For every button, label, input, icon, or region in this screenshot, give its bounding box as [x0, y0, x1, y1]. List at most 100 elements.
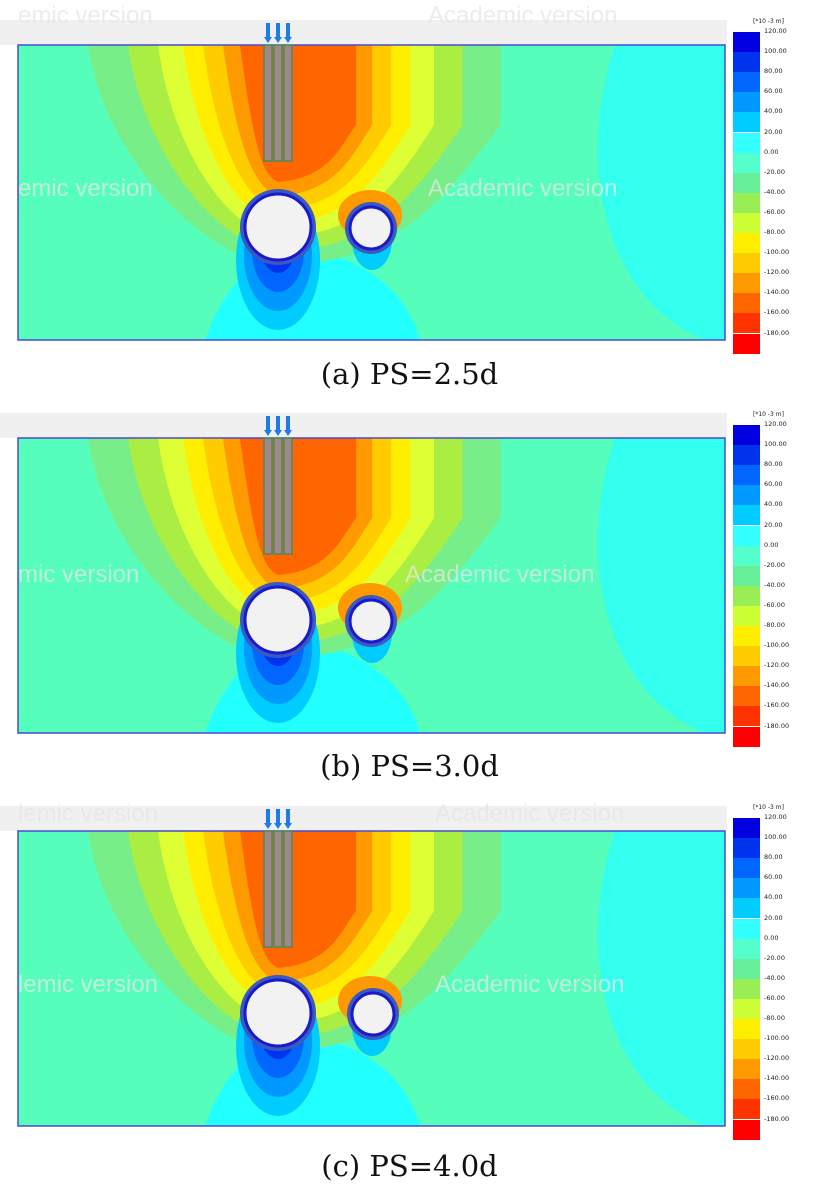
legend-tick-label: 60.00: [764, 480, 783, 489]
legend-tick-label: 40.00: [764, 107, 783, 116]
legend-tick-label: -20.00: [764, 167, 785, 176]
legend-tick-label: -160.00: [764, 701, 790, 710]
legend-tick-label: 40.00: [764, 500, 783, 509]
legend-swatch: [733, 838, 760, 859]
model-boundary: [17, 830, 726, 1127]
legend-tick-label: 60.00: [764, 873, 783, 882]
legend-tick-label: 0.00: [764, 933, 779, 942]
panel-c: lemic version Academic version lemic ver…: [0, 786, 819, 1183]
legend-swatch: [733, 465, 760, 486]
legend-swatch: [733, 172, 760, 193]
legend-tick-label: -100.00: [764, 641, 790, 650]
legend-swatch: [733, 132, 760, 153]
legend-swatch: [733, 1119, 760, 1140]
pile: [273, 830, 283, 948]
ground-strip: [0, 20, 727, 45]
legend-swatch: [733, 998, 760, 1019]
panel-b: mic version Academic version [*10 -3 m] 1…: [0, 393, 819, 783]
legend-tick-label: 20.00: [764, 127, 783, 136]
legend-tick-label: 120.00: [764, 27, 787, 35]
contour-plot-a: [0, 20, 727, 341]
legend-swatch: [733, 112, 760, 133]
pile: [283, 44, 293, 162]
legend-tick-label: -80.00: [764, 621, 785, 629]
legend-swatch: [733, 686, 760, 707]
legend-swatch: [733, 273, 760, 294]
legend-tick-label: -60.00: [764, 993, 785, 1002]
legend-swatch: [733, 666, 760, 687]
legend-swatch: [733, 92, 760, 113]
legend-tick-label: 20.00: [764, 520, 783, 529]
legend-tick-label: -80.00: [764, 228, 785, 236]
model-boundary: [17, 44, 726, 341]
load-arrow-head: [274, 430, 282, 436]
pile: [263, 830, 273, 948]
legend-tick-label: 80.00: [764, 460, 783, 469]
legend-tick-label: -60.00: [764, 600, 785, 609]
load-arrow-head: [284, 823, 292, 829]
legend-tick-label: 100.00: [764, 440, 787, 449]
legend-tick-label: -40.00: [764, 580, 785, 589]
legend-swatch: [733, 253, 760, 274]
tunnel-small: [350, 991, 396, 1037]
legend-tick-label: 80.00: [764, 67, 783, 76]
legend-unit: [*10 -3 m]: [753, 18, 784, 25]
caption-c: (c) PS=4.0d: [321, 1149, 498, 1183]
legend-swatch: [733, 565, 760, 586]
legend-tick-label: 40.00: [764, 893, 783, 902]
legend-swatch: [733, 958, 760, 979]
legend-tick-label: -160.00: [764, 308, 790, 317]
legend-swatch: [733, 1059, 760, 1080]
caption-a: (a) PS=2.5d: [320, 357, 499, 391]
pile: [273, 437, 283, 555]
load-arrow-head: [284, 37, 292, 43]
load-arrow-head: [284, 430, 292, 436]
legend-swatch: [733, 1039, 760, 1060]
legend-tick-label: 80.00: [764, 853, 783, 862]
ground-strip: [0, 413, 727, 438]
legend-swatch: [733, 445, 760, 466]
legend-swatch: [733, 333, 760, 354]
legend-swatch: [733, 505, 760, 526]
legend-tick-label: -160.00: [764, 1094, 790, 1103]
contour-band: [597, 438, 725, 733]
legend-tick-label: -40.00: [764, 187, 785, 196]
contour-field: [18, 438, 725, 733]
legend-swatch: [733, 233, 760, 253]
legend-unit: [*10 -3 m]: [753, 804, 784, 811]
pile: [283, 437, 293, 555]
legend-swatch: [733, 72, 760, 93]
legend-tick-label: -20.00: [764, 560, 785, 569]
legend-swatch: [733, 1079, 760, 1100]
legend-swatch: [733, 605, 760, 626]
tunnel-large: [243, 192, 313, 262]
pile: [263, 44, 273, 162]
legend-swatch: [733, 485, 760, 506]
legend-swatch: [733, 726, 760, 747]
legend-swatch: [733, 978, 760, 999]
legend-swatch: [733, 32, 760, 52]
legend-tick-label: 120.00: [764, 420, 787, 428]
load-arrow-head: [264, 823, 272, 829]
legend-swatch: [733, 1019, 760, 1039]
legend-swatch: [733, 818, 760, 838]
legend-tick-label: 0.00: [764, 147, 779, 156]
legend-tick-label: -140.00: [764, 1074, 790, 1083]
legend-swatch: [733, 918, 760, 939]
contour-plot-c: [0, 806, 727, 1127]
legend-tick-label: -180.00: [764, 328, 790, 337]
legend-swatch: [733, 626, 760, 646]
legend-tick-label: 20.00: [764, 913, 783, 922]
pile: [273, 44, 283, 162]
legend-swatch: [733, 878, 760, 899]
pile: [263, 437, 273, 555]
load-arrow-head: [274, 37, 282, 43]
legend-tick-label: -120.00: [764, 1054, 790, 1063]
legend-swatch: [733, 858, 760, 879]
legend-tick-label: 100.00: [764, 833, 787, 842]
legend-tick-label: -140.00: [764, 288, 790, 297]
legend-tick-label: 100.00: [764, 47, 787, 56]
legend-swatch: [733, 1099, 760, 1120]
legend-swatch: [733, 525, 760, 546]
tunnel-large: [243, 978, 313, 1048]
